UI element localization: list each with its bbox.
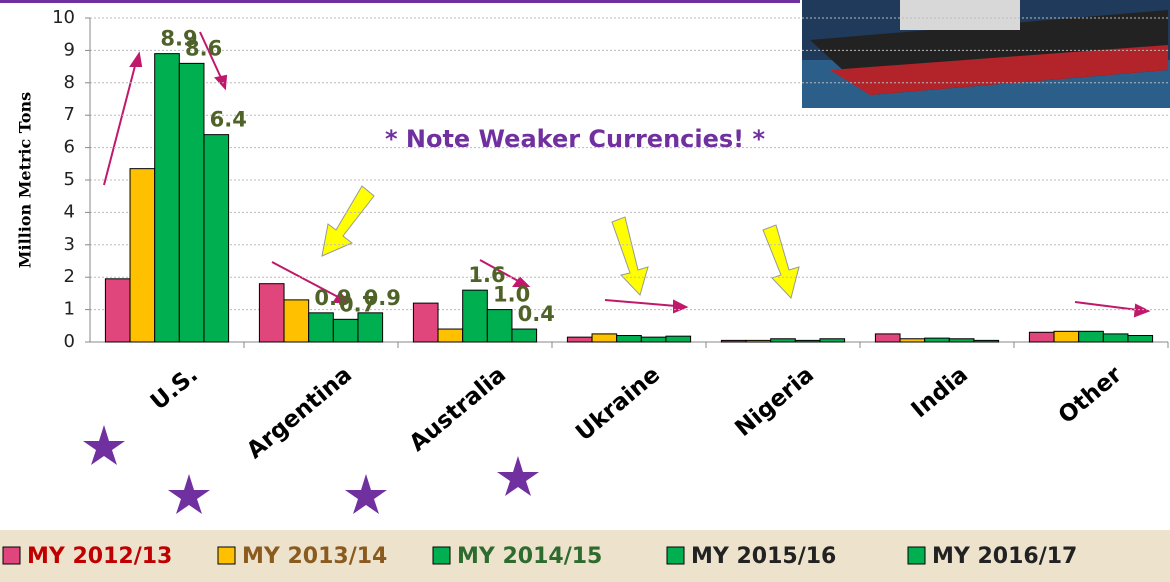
bar [641, 337, 666, 342]
bar [820, 339, 845, 342]
yellow-arrows [322, 186, 799, 298]
x-tick-label: Ukraine [571, 362, 665, 447]
bar [875, 334, 900, 342]
bar [1103, 334, 1128, 342]
y-tick-label: 9 [64, 39, 75, 60]
bar [795, 340, 820, 342]
y-tick-label: 8 [64, 72, 75, 93]
legend-swatch [3, 547, 20, 564]
y-tick-label: 1 [64, 299, 75, 320]
bar [974, 340, 999, 342]
bar [746, 340, 771, 342]
y-axis-label: Million Metric Tons [16, 92, 35, 268]
x-tick-label: Australia [405, 362, 511, 457]
y-tick-label: 6 [64, 137, 75, 158]
bar [512, 329, 537, 342]
bar [284, 300, 309, 342]
value-label: 6.4 [210, 108, 247, 132]
legend-label: MY 2012/13 [27, 544, 172, 569]
bar [1128, 336, 1153, 342]
bar [333, 319, 358, 342]
value-label: 0.9 [364, 286, 401, 310]
bar [925, 338, 950, 342]
legend-label: MY 2014/15 [457, 544, 602, 569]
y-tick-label: 10 [52, 7, 75, 28]
ship-photo [802, 0, 1170, 108]
y-tick-label: 4 [64, 201, 75, 222]
x-tick-label: India [907, 362, 973, 424]
annotation: * Note Weaker Currencies! * [385, 125, 766, 153]
x-tick-label: Argentina [242, 362, 357, 464]
bar [666, 336, 691, 342]
x-tick-label: Other [1054, 361, 1128, 429]
legend-swatch [908, 547, 925, 564]
y-tick-label: 5 [64, 169, 75, 190]
bar [130, 169, 155, 342]
bar [771, 339, 796, 342]
bar [309, 313, 334, 342]
bar [259, 284, 284, 342]
value-label: 8.6 [185, 36, 222, 60]
bar [438, 329, 463, 342]
legend-label: MY 2016/17 [932, 544, 1077, 569]
bar [721, 340, 746, 342]
bar [1054, 331, 1079, 342]
bar [592, 334, 617, 342]
bar [413, 303, 438, 342]
legend-label: MY 2013/14 [242, 544, 387, 569]
legend-swatch [433, 547, 450, 564]
y-tick-label: 7 [64, 104, 75, 125]
top-rule [0, 0, 800, 3]
legend-swatch [667, 547, 684, 564]
bar [949, 339, 974, 342]
bar [1079, 331, 1104, 342]
bar [204, 135, 229, 342]
bar [358, 313, 383, 342]
bar [155, 54, 180, 342]
bar [1029, 332, 1054, 342]
chart: Million Metric Tons * Note Weaker Curren… [0, 0, 1170, 582]
bar [179, 63, 204, 342]
legend-swatch [218, 547, 235, 564]
y-tick-label: 3 [64, 234, 75, 255]
legend-label: MY 2015/16 [691, 544, 836, 569]
bar [463, 290, 488, 342]
bar [567, 337, 592, 342]
bar [487, 310, 512, 342]
bar [105, 279, 130, 342]
bar [617, 336, 642, 342]
stars [83, 425, 539, 514]
bar [900, 339, 925, 342]
x-tick-label: Nigeria [730, 362, 819, 442]
value-label: 0.4 [518, 302, 555, 326]
y-tick-label: 0 [64, 331, 75, 352]
x-tick-label: U.S. [146, 362, 203, 416]
y-tick-label: 2 [64, 266, 75, 287]
